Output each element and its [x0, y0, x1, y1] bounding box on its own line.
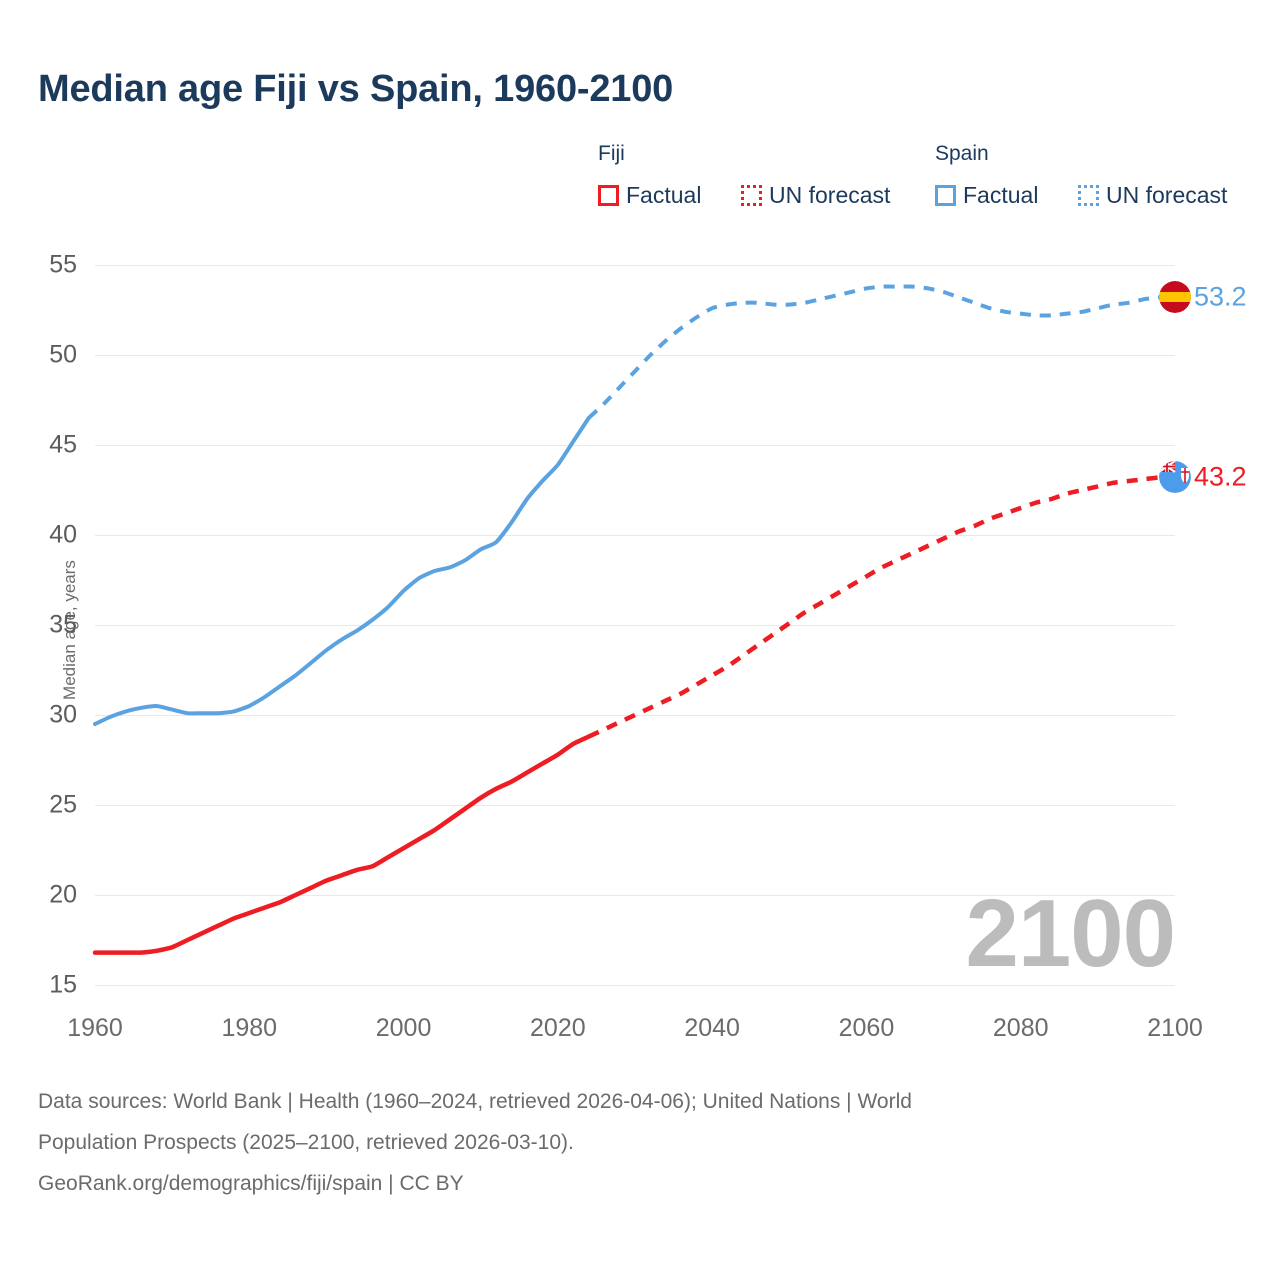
gridline	[95, 355, 1175, 356]
x-axis-tick-label: 2100	[1147, 1014, 1203, 1042]
x-axis-tick-label: 2000	[375, 1014, 432, 1042]
legend-label-fiji-forecast: UN forecast	[769, 182, 891, 208]
x-axis-tick-label: 2060	[838, 1014, 895, 1042]
y-axis-tick-label: 35	[49, 610, 77, 639]
y-axis-tick-label: 20	[49, 880, 77, 909]
chart-legend: Fiji Factual UN forecast Spain Factual U…	[598, 142, 1258, 222]
legend-label-fiji-factual: Factual	[626, 182, 702, 208]
y-axis-tick-label: 40	[49, 520, 77, 549]
y-axis-tick-label: 30	[49, 700, 77, 729]
spain-factual-line	[93, 416, 591, 726]
gridline	[95, 265, 1175, 266]
y-axis-tick-label: 45	[49, 430, 77, 459]
fiji-flag-icon	[1159, 461, 1191, 494]
y-axis-tick-label: 15	[49, 970, 77, 999]
end-value-label-spain: 53.2	[1194, 281, 1247, 312]
footer-sources: Data sources: World Bank | Health (1960–…	[38, 1086, 1168, 1200]
y-axis-tick-label: 50	[49, 340, 77, 369]
x-axis-tick-label: 2020	[530, 1014, 586, 1042]
x-axis-tick-label: 2080	[992, 1014, 1049, 1042]
x-axis-tick-label: 2040	[684, 1014, 740, 1042]
footer-line-3: GeoRank.org/demographics/fiji/spain | CC…	[38, 1171, 464, 1195]
footer-line-1: Data sources: World Bank | Health (1960–…	[38, 1090, 912, 1113]
legend-swatch-solid-red-icon	[598, 185, 619, 206]
footer-line-2: Population Prospects (2025–2100, retriev…	[38, 1130, 574, 1154]
legend-swatch-dotted-red-icon	[741, 185, 762, 206]
spain-forecast-line	[587, 284, 1176, 420]
legend-swatch-solid-blue-icon	[935, 185, 956, 206]
legend-group-title-fiji: Fiji	[598, 142, 625, 165]
gridline	[95, 535, 1175, 536]
legend-item-spain-forecast[interactable]: UN forecast	[1078, 182, 1227, 209]
y-axis-tick-label: 25	[49, 790, 77, 819]
y-axis-tick-label: 55	[49, 250, 77, 279]
fiji-factual-line	[92, 734, 591, 955]
gridline	[95, 445, 1175, 446]
x-axis-tick-label: 1960	[67, 1014, 123, 1042]
gridline	[95, 895, 1175, 896]
legend-swatch-dotted-blue-icon	[1078, 185, 1099, 206]
gridline	[95, 715, 1175, 716]
legend-item-spain-factual[interactable]: Factual	[935, 182, 1038, 209]
legend-item-fiji-forecast[interactable]: UN forecast	[741, 182, 890, 209]
legend-label-spain-factual: Factual	[963, 182, 1039, 208]
fiji-forecast-line	[587, 475, 1176, 739]
x-axis-tick-label: 1980	[221, 1014, 278, 1042]
year-watermark: 2100	[965, 880, 1176, 987]
gridline	[95, 625, 1175, 626]
legend-group-title-spain: Spain	[935, 142, 989, 165]
spain-flag-icon	[1159, 281, 1191, 314]
gridline	[95, 805, 1175, 806]
legend-item-fiji-factual[interactable]: Factual	[598, 182, 701, 209]
page-title: Median age Fiji vs Spain, 1960-2100	[38, 68, 674, 110]
gridline	[95, 985, 1175, 986]
end-value-label-fiji: 43.2	[1194, 461, 1247, 492]
legend-label-spain-forecast: UN forecast	[1106, 182, 1228, 208]
